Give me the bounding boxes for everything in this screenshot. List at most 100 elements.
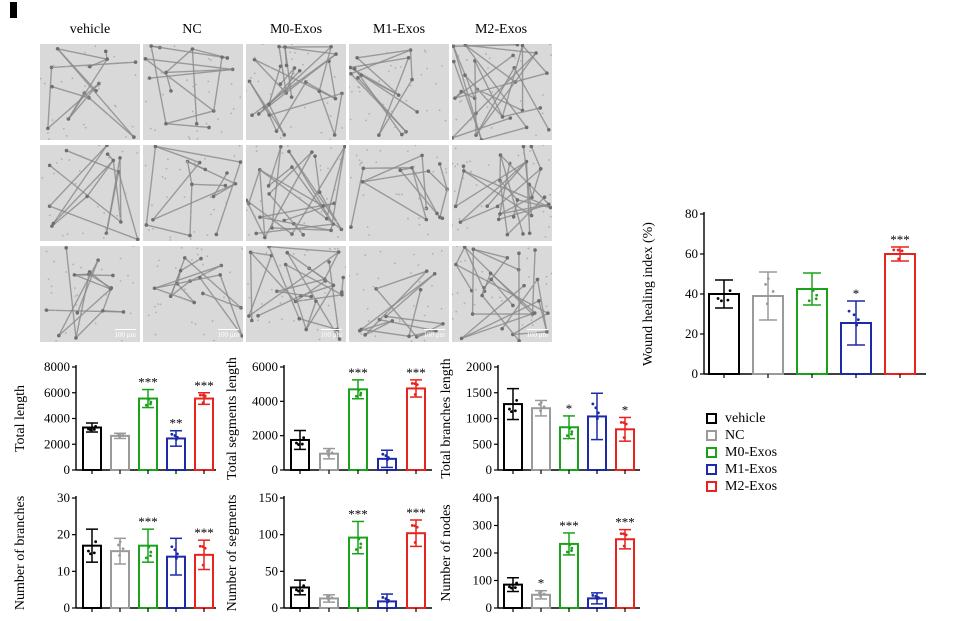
data-point <box>410 524 414 527</box>
y-tick-label: 4000 <box>44 411 70 426</box>
data-point <box>118 435 121 439</box>
data-point <box>413 382 417 385</box>
data-point <box>764 282 767 286</box>
column-label-m0: M0-Exos <box>269 22 323 37</box>
bar-m0-exos <box>348 388 368 471</box>
data-point <box>622 436 626 440</box>
legend-swatch-m2 <box>706 481 717 492</box>
legend-label-m1: M1-Exos <box>725 461 778 477</box>
legend-label-m0: M0-Exos <box>725 444 778 460</box>
data-point <box>175 552 179 556</box>
y-tick-label: 400 <box>473 490 493 505</box>
significance-label: *** <box>348 506 368 521</box>
y-tick-label: 0 <box>64 600 71 615</box>
data-point <box>570 432 573 436</box>
data-point <box>384 597 388 601</box>
data-point <box>173 548 177 552</box>
chart-total-segments-length: Total segments length 0 2000 4000 6000 *** *** <box>225 357 432 480</box>
y-tick-label: 0 <box>272 462 279 477</box>
data-point <box>118 540 122 544</box>
legend-swatch-vehicle <box>706 413 717 424</box>
data-point <box>386 456 390 459</box>
data-point <box>622 421 626 425</box>
data-point <box>94 425 98 428</box>
legend-item-m2: M2-Exos <box>706 478 777 495</box>
data-point <box>807 299 811 303</box>
data-point <box>568 543 572 547</box>
data-point <box>354 548 358 551</box>
significance-label: ** <box>170 416 183 431</box>
data-point <box>201 545 205 548</box>
micrograph-m0-exos-row-2 <box>246 145 346 241</box>
data-point <box>170 432 174 436</box>
y-tick-label: 30 <box>57 490 70 505</box>
data-point <box>359 546 362 549</box>
micrograph-nc-row-1 <box>143 44 243 140</box>
y-tick-label: 80 <box>685 206 698 221</box>
data-point <box>302 584 306 588</box>
significance-label: *** <box>890 232 910 247</box>
y-tick-label: 2000 <box>466 359 492 374</box>
significance-label: *** <box>406 505 426 520</box>
y-tick-label: 8000 <box>44 359 70 374</box>
micrograph-nc-row-3: 100 μm <box>143 246 243 342</box>
data-point <box>384 454 388 458</box>
y-axis-label: Number of branches <box>13 496 28 610</box>
legend-label-nc: NC <box>725 427 745 443</box>
data-point <box>538 403 541 406</box>
data-point <box>515 581 519 585</box>
data-point <box>539 594 542 598</box>
data-point <box>330 451 334 455</box>
micrograph-m0-exos-row-1 <box>246 44 346 140</box>
y-tick-label: 100 <box>473 573 493 588</box>
significance-label: *** <box>194 525 214 540</box>
y-tick-label: 2000 <box>252 428 278 443</box>
micrograph-nc-row-2 <box>143 145 243 241</box>
scale-bar-label: 100 μm <box>320 329 343 339</box>
data-point <box>354 394 358 398</box>
data-point <box>300 442 304 446</box>
data-point <box>565 434 569 438</box>
data-point <box>203 394 207 398</box>
legend-swatch-nc <box>706 430 717 441</box>
data-point <box>542 592 546 596</box>
bar-nc <box>110 434 130 471</box>
data-point <box>570 549 573 553</box>
significance-label: *** <box>615 515 635 530</box>
data-point <box>381 452 385 456</box>
data-point <box>728 289 732 293</box>
data-point <box>622 532 626 536</box>
data-point <box>591 402 595 406</box>
data-point <box>726 298 730 302</box>
y-axis-label: Number of nodes <box>439 504 454 601</box>
scale-bar-label: 100 μm <box>114 329 137 339</box>
micrograph-m2-exos-row-1 <box>452 44 552 140</box>
scale-bar-label: 100 μm <box>217 329 240 339</box>
legend-swatch-m0 <box>706 447 717 458</box>
y-tick-label: 1000 <box>466 411 492 426</box>
y-tick-label: 10 <box>57 563 70 578</box>
micrograph-m2-exos-row-3: 100 μm <box>452 246 552 342</box>
y-tick-label: 40 <box>685 286 698 301</box>
data-point <box>622 544 626 548</box>
legend-label-m2: M2-Exos <box>725 478 778 494</box>
y-axis-label: Total length <box>13 385 28 452</box>
data-point <box>170 545 174 549</box>
legend-item-vehicle: vehicle <box>706 410 777 427</box>
y-tick-label: 200 <box>473 545 493 560</box>
data-point <box>771 290 775 293</box>
y-tick-label: 1500 <box>466 385 492 400</box>
data-point <box>121 433 125 437</box>
data-point <box>594 406 598 410</box>
y-tick-label: 6000 <box>252 359 278 374</box>
data-point <box>144 556 148 560</box>
data-point <box>149 550 153 554</box>
bar-m0-exos <box>138 397 158 472</box>
legend-swatch-m1 <box>706 464 717 475</box>
data-point <box>117 543 120 547</box>
data-point <box>147 397 151 401</box>
bar-m2-exos <box>194 397 214 472</box>
data-point <box>295 588 298 592</box>
